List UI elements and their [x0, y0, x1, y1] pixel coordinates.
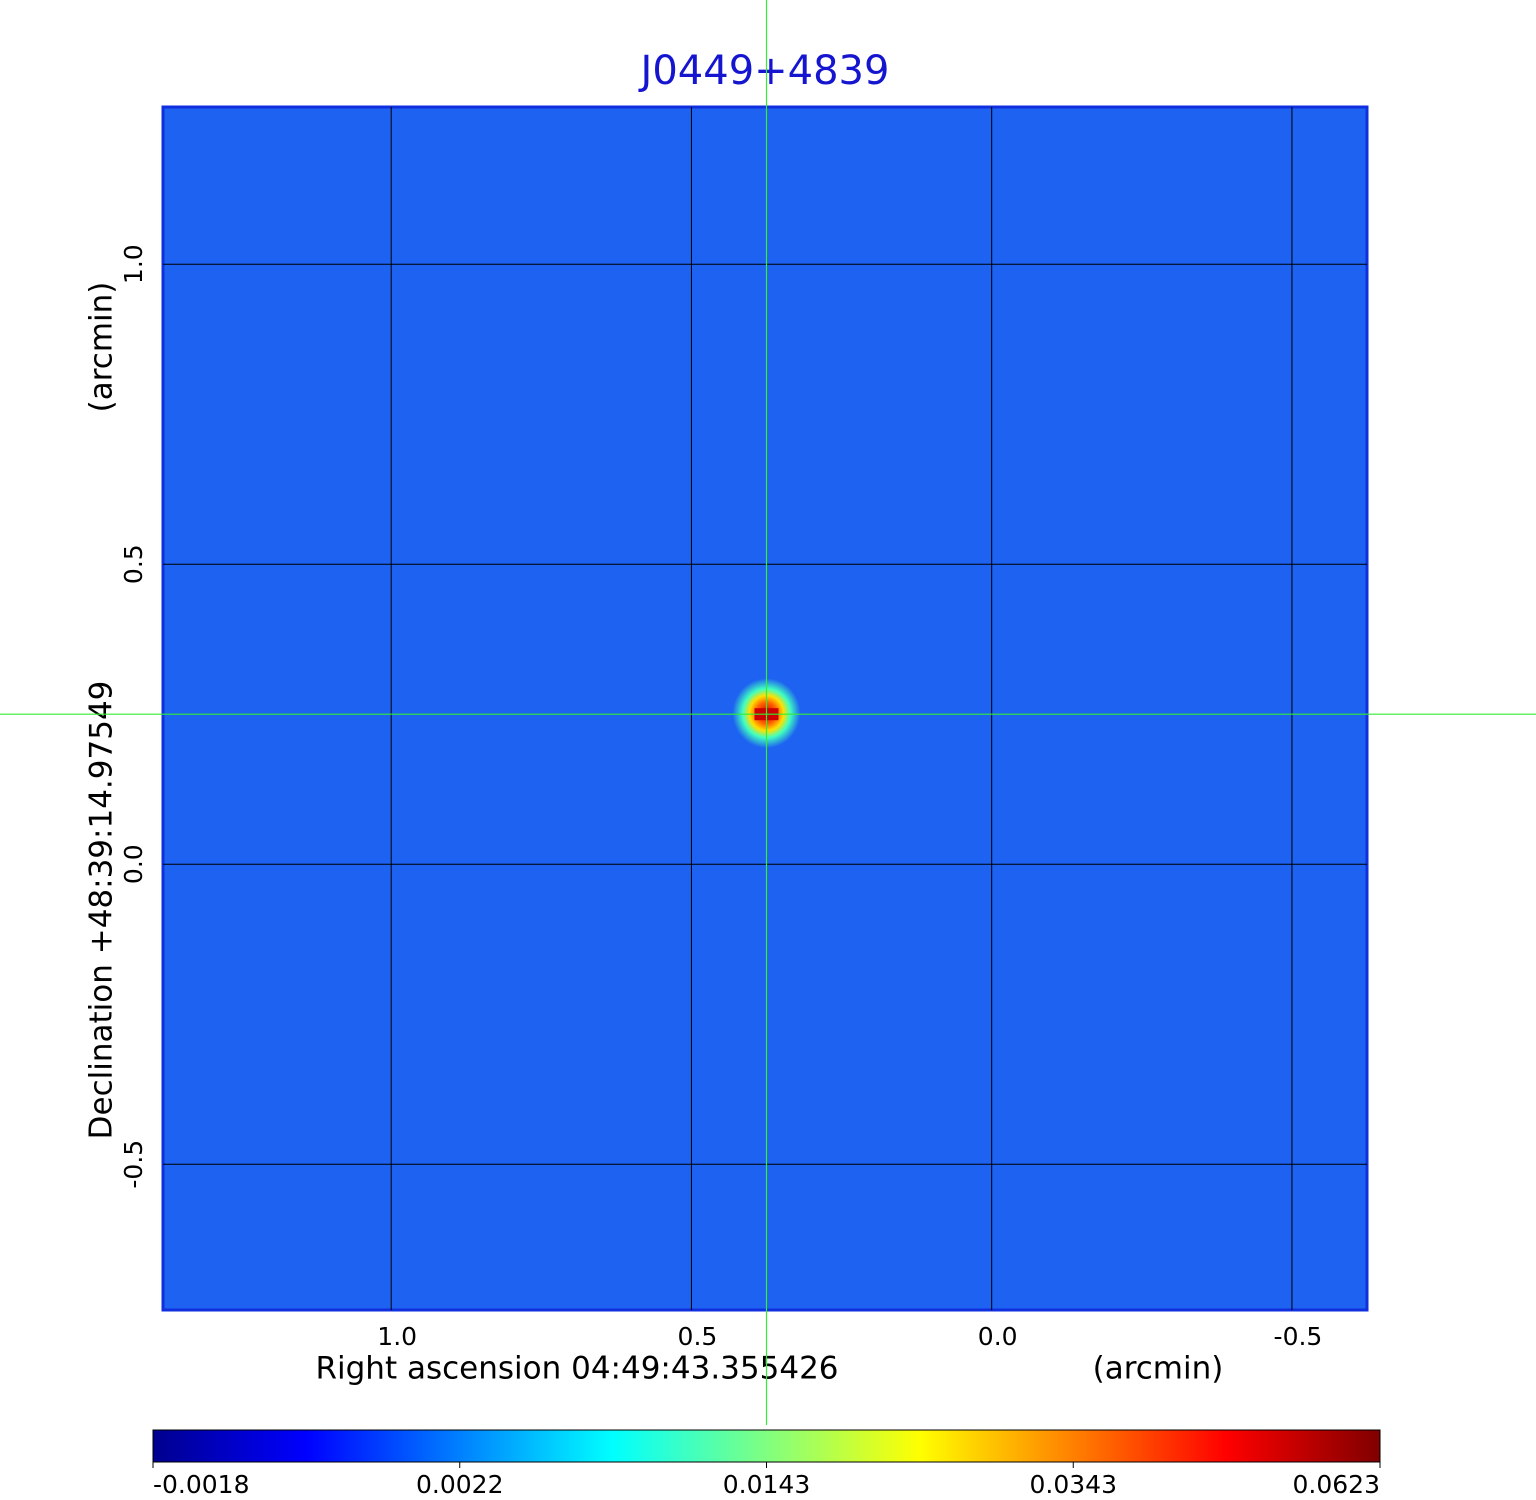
- colorbar-tick-label: 0.0343: [1030, 1470, 1117, 1499]
- x-axis-label: Right ascension 04:49:43.355426: [315, 1351, 838, 1387]
- x-tick-label: 0.0: [978, 1322, 1018, 1351]
- colorbar-tick-label: 0.0623: [1293, 1470, 1380, 1499]
- x-tick-label: 1.0: [377, 1322, 417, 1351]
- y-tick-label: 1.0: [119, 244, 148, 284]
- colorbar-tick-label: 0.0143: [723, 1470, 810, 1499]
- y-tick-label: 0.5: [119, 544, 148, 584]
- colorbar: [152, 1429, 1381, 1463]
- x-tick-label: -0.5: [1274, 1322, 1323, 1351]
- y-axis-unit: (arcmin): [84, 282, 120, 413]
- x-axis-unit: (arcmin): [1093, 1351, 1224, 1387]
- plot-frame: [161, 105, 1369, 1312]
- colorbar-tick-label: -0.0018: [153, 1470, 250, 1499]
- chart-title: J0449+4839: [638, 48, 890, 94]
- y-tick-label: 0.0: [119, 844, 148, 884]
- y-axis-label: Declination +48:39:14.97549: [84, 681, 120, 1140]
- y-tick-label: -0.5: [119, 1140, 148, 1189]
- x-tick-label: 0.5: [678, 1322, 718, 1351]
- colorbar-tick-label: 0.0022: [416, 1470, 503, 1499]
